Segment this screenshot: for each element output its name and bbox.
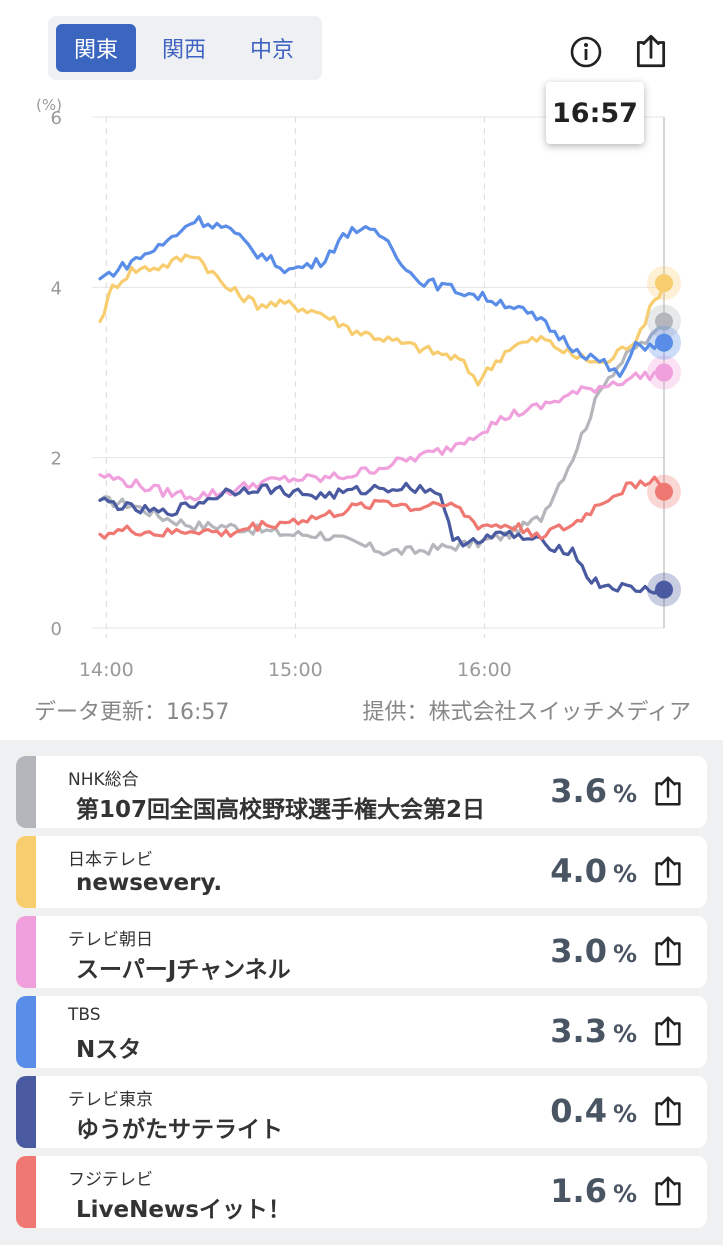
channel-name: テレビ朝日 xyxy=(68,930,153,950)
data-source: 提供：株式会社スイッチメディア xyxy=(362,700,691,725)
channel-color-bar xyxy=(16,916,36,988)
program-title: newsevery. xyxy=(76,870,223,896)
time-tooltip: 16:57 xyxy=(546,82,644,144)
series-end-point xyxy=(655,333,673,352)
update-time: データ更新：16:57 xyxy=(34,700,230,725)
program-card-tv-asahi[interactable]: テレビ朝日 スーパーJチャンネル 3.0% xyxy=(16,916,707,988)
series-end-point xyxy=(655,363,673,382)
channel-color-bar xyxy=(16,756,36,828)
share-icon[interactable] xyxy=(632,32,670,70)
program-title: Nスタ xyxy=(76,1037,142,1063)
y-tick-label: 0 xyxy=(51,619,62,640)
rating-value: 3.3% xyxy=(550,1012,637,1050)
share-icon[interactable] xyxy=(651,1094,685,1128)
channel-color-bar xyxy=(16,1076,36,1148)
y-tick-label: 2 xyxy=(51,449,62,470)
program-title: スーパーJチャンネル xyxy=(76,957,291,983)
chart-panel: 関東 関西 中京 0 2 4 6 (%) 14:00 15:00 16:00 16:57 デー… xyxy=(34,16,691,725)
series-end-point xyxy=(655,580,673,599)
channel-color-bar xyxy=(16,996,36,1068)
program-card-tbs[interactable]: TBS Nスタ 3.3% xyxy=(16,996,707,1068)
rating-chart: 0 2 4 6(%) 14:00 15:00 16:00 xyxy=(36,96,681,681)
channel-name: テレビ東京 xyxy=(68,1090,153,1110)
y-tick-label: 4 xyxy=(51,278,62,299)
program-card-fuji-tv[interactable]: フジテレビ LiveNewsイット！ 1.6% xyxy=(16,1156,707,1228)
series-end-point xyxy=(655,274,673,293)
tab-chukyo[interactable]: 中京 xyxy=(249,38,294,63)
series-line xyxy=(98,319,666,557)
channel-color-bar xyxy=(16,1156,36,1228)
region-tabs: 関東 関西 中京 xyxy=(48,16,322,80)
series-end-point xyxy=(655,312,673,331)
program-card-nhk[interactable]: NHK総合 第107回全国高校野球選手権大会第2日 3.6% xyxy=(16,756,707,828)
program-card-tv-tokyo[interactable]: テレビ東京 ゆうがたサテライト 0.4% xyxy=(16,1076,707,1148)
tab-kansai[interactable]: 関西 xyxy=(161,38,206,63)
rating-value: 0.4% xyxy=(550,1092,637,1130)
channel-name: フジテレビ xyxy=(68,1170,153,1190)
y-tick-label: 6 xyxy=(51,108,62,129)
share-icon[interactable] xyxy=(651,854,685,888)
program-title: 第107回全国高校野球選手権大会第2日 xyxy=(76,797,486,823)
share-icon[interactable] xyxy=(651,774,685,808)
rating-value: 3.6% xyxy=(550,772,637,810)
y-axis-label: (%) xyxy=(36,96,62,114)
program-title: ゆうがたサテライト xyxy=(76,1117,283,1143)
rating-value: 1.6% xyxy=(550,1172,637,1210)
channel-name: 日本テレビ xyxy=(68,850,153,870)
channel-name: TBS xyxy=(68,1005,101,1025)
series-line xyxy=(98,253,666,387)
rating-value: 3.0% xyxy=(550,932,637,970)
program-card-ntv[interactable]: 日本テレビ newsevery. 4.0% xyxy=(16,836,707,908)
tab-kanto[interactable]: 関東 xyxy=(56,24,136,72)
program-title: LiveNewsイット！ xyxy=(76,1197,291,1223)
series-line xyxy=(98,215,666,378)
channel-color-bar xyxy=(16,836,36,908)
x-tick-label: 16:00 xyxy=(457,659,512,681)
series-end-point xyxy=(655,482,673,501)
program-list: NHK総合 第107回全国高校野球選手権大会第2日 3.6% 日本テレビ new… xyxy=(0,740,723,1245)
series-line xyxy=(98,370,666,502)
info-circle-icon[interactable] xyxy=(568,34,604,70)
x-tick-label: 14:00 xyxy=(79,659,134,681)
series-line xyxy=(98,481,666,595)
channel-name: NHK総合 xyxy=(68,770,139,790)
share-icon[interactable] xyxy=(651,934,685,968)
share-icon[interactable] xyxy=(651,1174,685,1208)
x-tick-label: 15:00 xyxy=(268,659,323,681)
rating-value: 4.0% xyxy=(550,852,637,890)
series-line xyxy=(98,475,666,541)
share-icon[interactable] xyxy=(651,1014,685,1048)
